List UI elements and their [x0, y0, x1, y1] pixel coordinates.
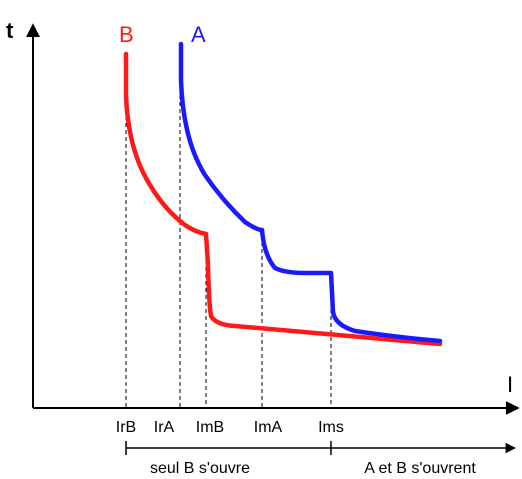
marker-IrB: IrB	[116, 419, 136, 436]
curve-label-A: A	[191, 22, 206, 47]
zone-label-A-and-B: A et B s'ouvrent	[364, 460, 476, 477]
curve-label-B: B	[119, 22, 134, 47]
marker-ImB: ImB	[196, 419, 224, 436]
zone-label-only-B: seul B s'ouvre	[150, 460, 250, 477]
marker-ImA: ImA	[254, 419, 283, 436]
marker-IrA: IrA	[154, 419, 175, 436]
y-axis-label: t	[6, 18, 14, 43]
marker-Ims: Ims	[318, 419, 344, 436]
guide-lines	[125, 60, 332, 408]
x-axis-label: I	[507, 372, 513, 397]
zone-bracket	[125, 441, 517, 455]
curve-B	[123, 51, 443, 347]
curve-A	[178, 41, 443, 344]
